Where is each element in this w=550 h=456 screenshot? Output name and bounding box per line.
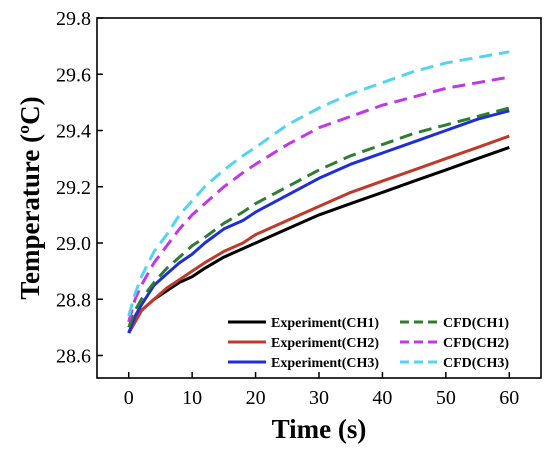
series-line-5 — [127, 75, 510, 323]
legend-label-1: Experiment(CH1) — [271, 316, 379, 331]
y-tick-label: 29.4 — [56, 121, 91, 143]
series-line-4 — [127, 106, 510, 328]
series-line-1 — [127, 145, 510, 334]
ticks-layer: 0 10 20 30 40 50 60 28.6 28.8 29.0 29.2 29.4 29.6 29.… — [56, 8, 519, 409]
y-tick-label: 29.8 — [56, 8, 91, 30]
x-tick-label: 60 — [499, 387, 519, 409]
series-line-3 — [127, 109, 510, 334]
y-tick-label: 28.6 — [56, 346, 91, 368]
y-tick-label: 29.2 — [56, 177, 91, 199]
x-tick-label: 10 — [182, 387, 202, 409]
y-tick-label: 29.0 — [56, 233, 91, 255]
x-tick-label: 40 — [372, 387, 392, 409]
legend-label-3: Experiment(CH3) — [271, 356, 379, 371]
series-layer — [127, 50, 510, 334]
y-tick-label: 29.6 — [56, 64, 91, 86]
x-tick-label: 20 — [246, 387, 266, 409]
series-line-6 — [127, 50, 510, 317]
legend-label-4: CFD(CH1) — [443, 316, 509, 331]
x-tick-label: 50 — [436, 387, 456, 409]
legend: Experiment(CH1) CFD(CH1) Experiment(CH2) CF… — [228, 316, 509, 371]
legend-label-2: Experiment(CH2) — [271, 336, 379, 351]
legend-label-6: CFD(CH3) — [443, 356, 509, 371]
x-tick-label: 0 — [124, 387, 134, 409]
y-axis-title: Temperature (ºC) — [15, 96, 45, 299]
y-tick-label: 28.8 — [56, 289, 91, 311]
x-tick-label: 30 — [309, 387, 329, 409]
legend-label-5: CFD(CH2) — [443, 336, 509, 351]
series-line-2 — [127, 134, 510, 334]
x-axis-title: Time (s) — [272, 414, 367, 444]
